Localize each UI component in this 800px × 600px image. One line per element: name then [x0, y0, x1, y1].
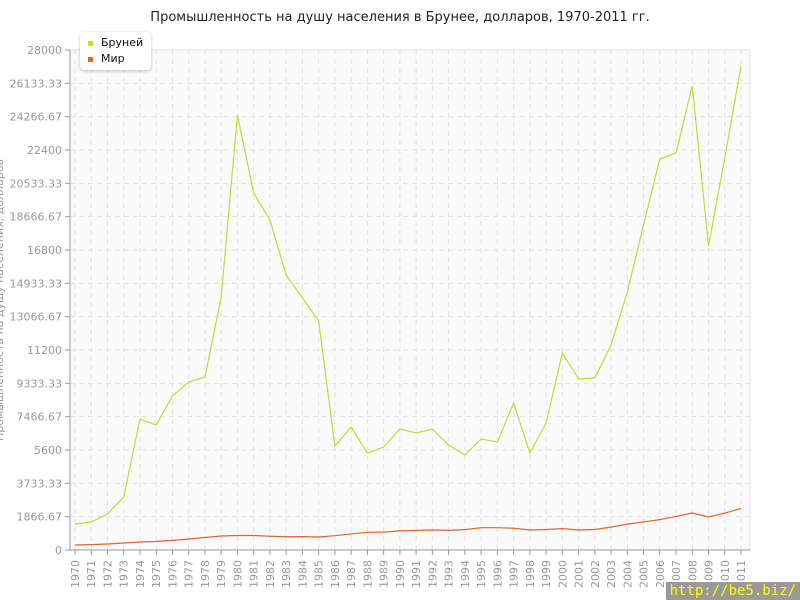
y-tick-label: 24266.67 — [10, 111, 63, 124]
x-tick-label: 1975 — [150, 560, 163, 588]
x-tick-label: 2000 — [556, 560, 569, 588]
x-tick-label: 1972 — [101, 560, 114, 588]
y-tick-label: 11200 — [27, 344, 62, 357]
x-tick-label: 1980 — [231, 560, 244, 588]
y-axis-label: Промышленность на душу населения, доллар… — [0, 159, 6, 441]
series-line-0 — [74, 65, 742, 525]
series-line-1 — [74, 507, 742, 546]
x-tick-label: 1979 — [215, 560, 228, 588]
y-tick-label: 1866.67 — [17, 511, 63, 524]
y-tick-label: 22400 — [27, 144, 62, 157]
y-tick-label: 16800 — [27, 244, 62, 257]
x-tick-label: 1977 — [183, 560, 196, 588]
x-tick-label: 1986 — [329, 560, 342, 588]
y-tick-label: 14933.33 — [10, 277, 63, 290]
x-tick-label: 1995 — [475, 560, 488, 588]
x-tick-label: 1997 — [508, 560, 521, 588]
y-tick-label: 20533.33 — [10, 177, 63, 190]
x-tick-label: 2002 — [589, 560, 602, 588]
y-tick-label: 7466.67 — [17, 411, 63, 424]
y-tick-label: 26133.33 — [10, 77, 63, 90]
x-tick-label: 1971 — [85, 560, 98, 588]
x-tick-label: 1998 — [524, 560, 537, 588]
chart-title: Промышленность на душу населения в Бруне… — [150, 10, 650, 25]
x-tick-label: 1973 — [118, 560, 131, 588]
x-tick-label: 1988 — [361, 560, 374, 588]
legend-label: Бруней — [101, 36, 144, 49]
x-tick-label: 1970 — [69, 560, 82, 588]
x-tick-label: 1987 — [345, 560, 358, 588]
x-tick-label: 2005 — [638, 560, 651, 588]
x-tick-label: 1974 — [134, 560, 147, 588]
y-tick-label: 28000 — [27, 44, 62, 57]
legend: Бруней Мир — [80, 32, 152, 70]
plot-area — [69, 49, 751, 551]
x-tick-label: 1999 — [540, 560, 553, 588]
y-tick-label: 5600 — [34, 444, 62, 457]
x-tick-label: 1981 — [248, 560, 261, 588]
x-tick-label: 1993 — [443, 560, 456, 588]
watermark-link[interactable]: http://be5.biz/ — [665, 582, 800, 600]
x-tick-label: 1982 — [264, 560, 277, 588]
x-tick-label: 1991 — [410, 560, 423, 588]
x-tick-label: 2006 — [654, 560, 667, 588]
legend-swatch — [88, 40, 93, 46]
y-tick-label: 13066.67 — [10, 311, 63, 324]
x-tick-label: 1976 — [166, 560, 179, 588]
x-tick-label: 1984 — [296, 560, 309, 588]
x-tick-label: 1989 — [378, 560, 391, 588]
x-tick-label: 1994 — [459, 560, 472, 588]
x-tick-label: 2003 — [605, 560, 618, 588]
x-tick-label: 1992 — [426, 560, 439, 588]
x-tick-label: 1990 — [394, 560, 407, 588]
x-tick-label: 2011 — [735, 560, 748, 588]
y-tick-label: 9333.33 — [17, 377, 63, 390]
x-tick-label: 2009 — [703, 560, 716, 588]
x-tick-label: 2001 — [573, 560, 586, 588]
x-tick-label: 1985 — [313, 560, 326, 588]
x-tick-label: 1983 — [280, 560, 293, 588]
y-tick-label: 18666.67 — [10, 211, 63, 224]
legend-swatch — [88, 56, 93, 62]
y-tick-label: 3733.33 — [17, 477, 63, 490]
legend-item-brunei[interactable]: Бруней — [88, 35, 143, 51]
legend-item-world[interactable]: Мир — [88, 51, 143, 67]
y-tick-label: 0 — [55, 544, 62, 557]
x-tick-label: 2007 — [670, 560, 683, 588]
legend-label: Мир — [101, 52, 125, 65]
x-tick-label: 1996 — [491, 560, 504, 588]
x-tick-label: 2008 — [686, 560, 699, 588]
x-tick-label: 2010 — [719, 560, 732, 588]
x-tick-label: 2004 — [621, 560, 634, 588]
x-tick-label: 1978 — [199, 560, 212, 588]
